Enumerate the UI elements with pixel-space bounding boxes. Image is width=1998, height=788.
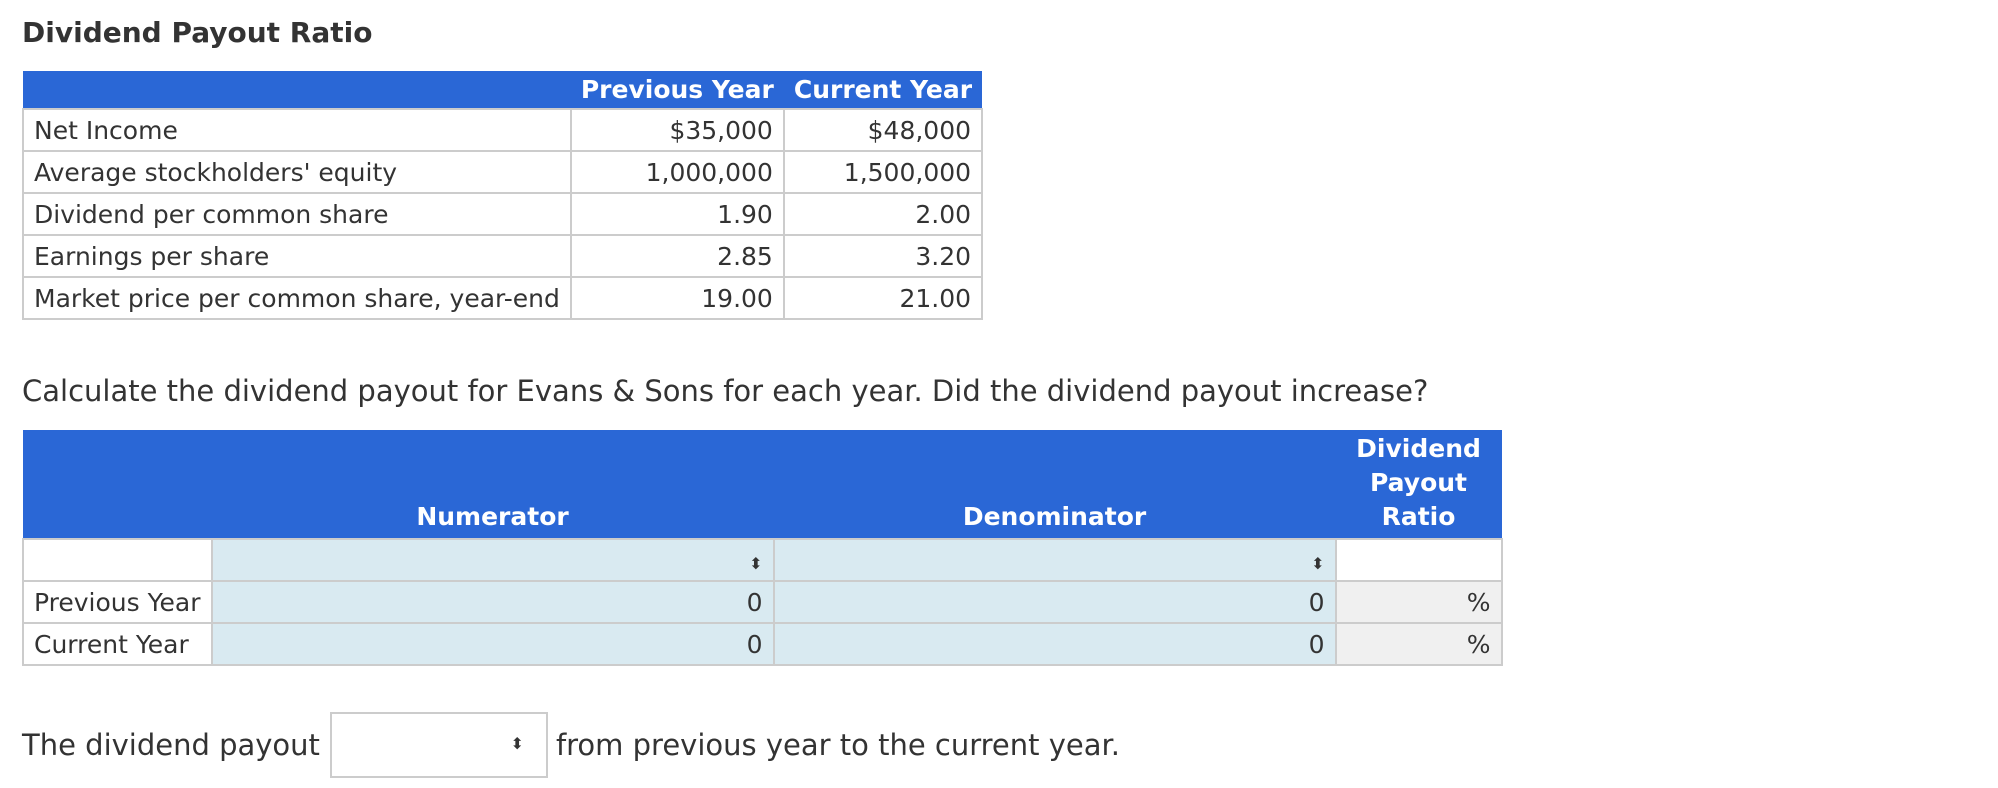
header-numerator: Numerator	[211, 430, 774, 539]
table-row: Dividend per common share 1.90 2.00	[22, 192, 984, 236]
current-value: 2.00	[782, 192, 984, 236]
numerator-input[interactable]: 0	[210, 622, 775, 666]
row-label: Earnings per share	[22, 234, 572, 278]
percent-unit: %	[1466, 629, 1491, 659]
previous-value: 2.85	[569, 234, 785, 278]
table-row: Earnings per share 2.85 3.20	[22, 234, 984, 278]
page-title: Dividend Payout Ratio	[22, 16, 373, 49]
header-blank	[23, 71, 571, 109]
blank-cell	[22, 538, 213, 582]
sentence-after: from previous year to the current year.	[555, 728, 1120, 762]
data-table: Previous Year Current Year Net Income $3…	[22, 71, 984, 320]
table-row: Market price per common share, year-end …	[22, 276, 984, 320]
updown-arrows-icon: ⬍	[510, 734, 524, 753]
current-value: $48,000	[782, 108, 984, 152]
updown-arrows-icon: ⬍	[1311, 553, 1325, 573]
updown-arrows-icon: ⬍	[749, 553, 763, 573]
row-label: Market price per common share, year-end	[22, 276, 572, 320]
ratio-output: %	[1334, 580, 1503, 624]
selector-row: ⬍ ⬍	[22, 538, 1503, 582]
current-value: 21.00	[782, 276, 984, 320]
payout-change-select[interactable]: ⬍	[329, 712, 548, 778]
previous-value: $35,000	[569, 108, 785, 152]
previous-value: 1.90	[569, 192, 785, 236]
row-label: Net Income	[22, 108, 572, 152]
numerator-select[interactable]: ⬍	[210, 538, 775, 582]
header-ratio-line: Dividend	[1356, 434, 1481, 463]
header-blank	[23, 430, 212, 539]
row-label: Average stockholders' equity	[22, 150, 572, 194]
blank-cell	[1334, 538, 1503, 582]
calc-table: Numerator Denominator Dividend Payout Ra…	[22, 430, 1503, 666]
previous-value: 19.00	[569, 276, 785, 320]
percent-unit: %	[1466, 587, 1491, 617]
denominator-select[interactable]: ⬍	[772, 538, 1337, 582]
question-text: Calculate the dividend payout for Evans …	[22, 374, 1429, 408]
previous-value: 1,000,000	[569, 150, 785, 194]
header-dividend-payout-ratio: Dividend Payout Ratio	[1335, 430, 1502, 539]
table-row: Current Year 0 0 %	[22, 622, 1503, 666]
header-previous-year: Previous Year	[570, 71, 784, 109]
row-label: Dividend per common share	[22, 192, 572, 236]
sentence-before: The dividend payout	[22, 728, 320, 762]
ratio-output: %	[1334, 622, 1503, 666]
denominator-input[interactable]: 0	[772, 622, 1337, 666]
row-label: Previous Year	[22, 580, 213, 624]
header-denominator: Denominator	[773, 430, 1336, 539]
row-label: Current Year	[22, 622, 213, 666]
current-value: 1,500,000	[782, 150, 984, 194]
table-row: Average stockholders' equity 1,000,000 1…	[22, 150, 984, 194]
denominator-input[interactable]: 0	[772, 580, 1337, 624]
current-value: 3.20	[782, 234, 984, 278]
table-row: Net Income $35,000 $48,000	[22, 108, 984, 152]
numerator-input[interactable]: 0	[210, 580, 775, 624]
header-ratio-line: Payout	[1370, 468, 1468, 497]
header-ratio-line: Ratio	[1381, 502, 1456, 531]
table-row: Previous Year 0 0 %	[22, 580, 1503, 624]
header-current-year: Current Year	[783, 71, 983, 109]
conclusion-sentence: The dividend payout ⬍ from previous year…	[22, 712, 1120, 778]
